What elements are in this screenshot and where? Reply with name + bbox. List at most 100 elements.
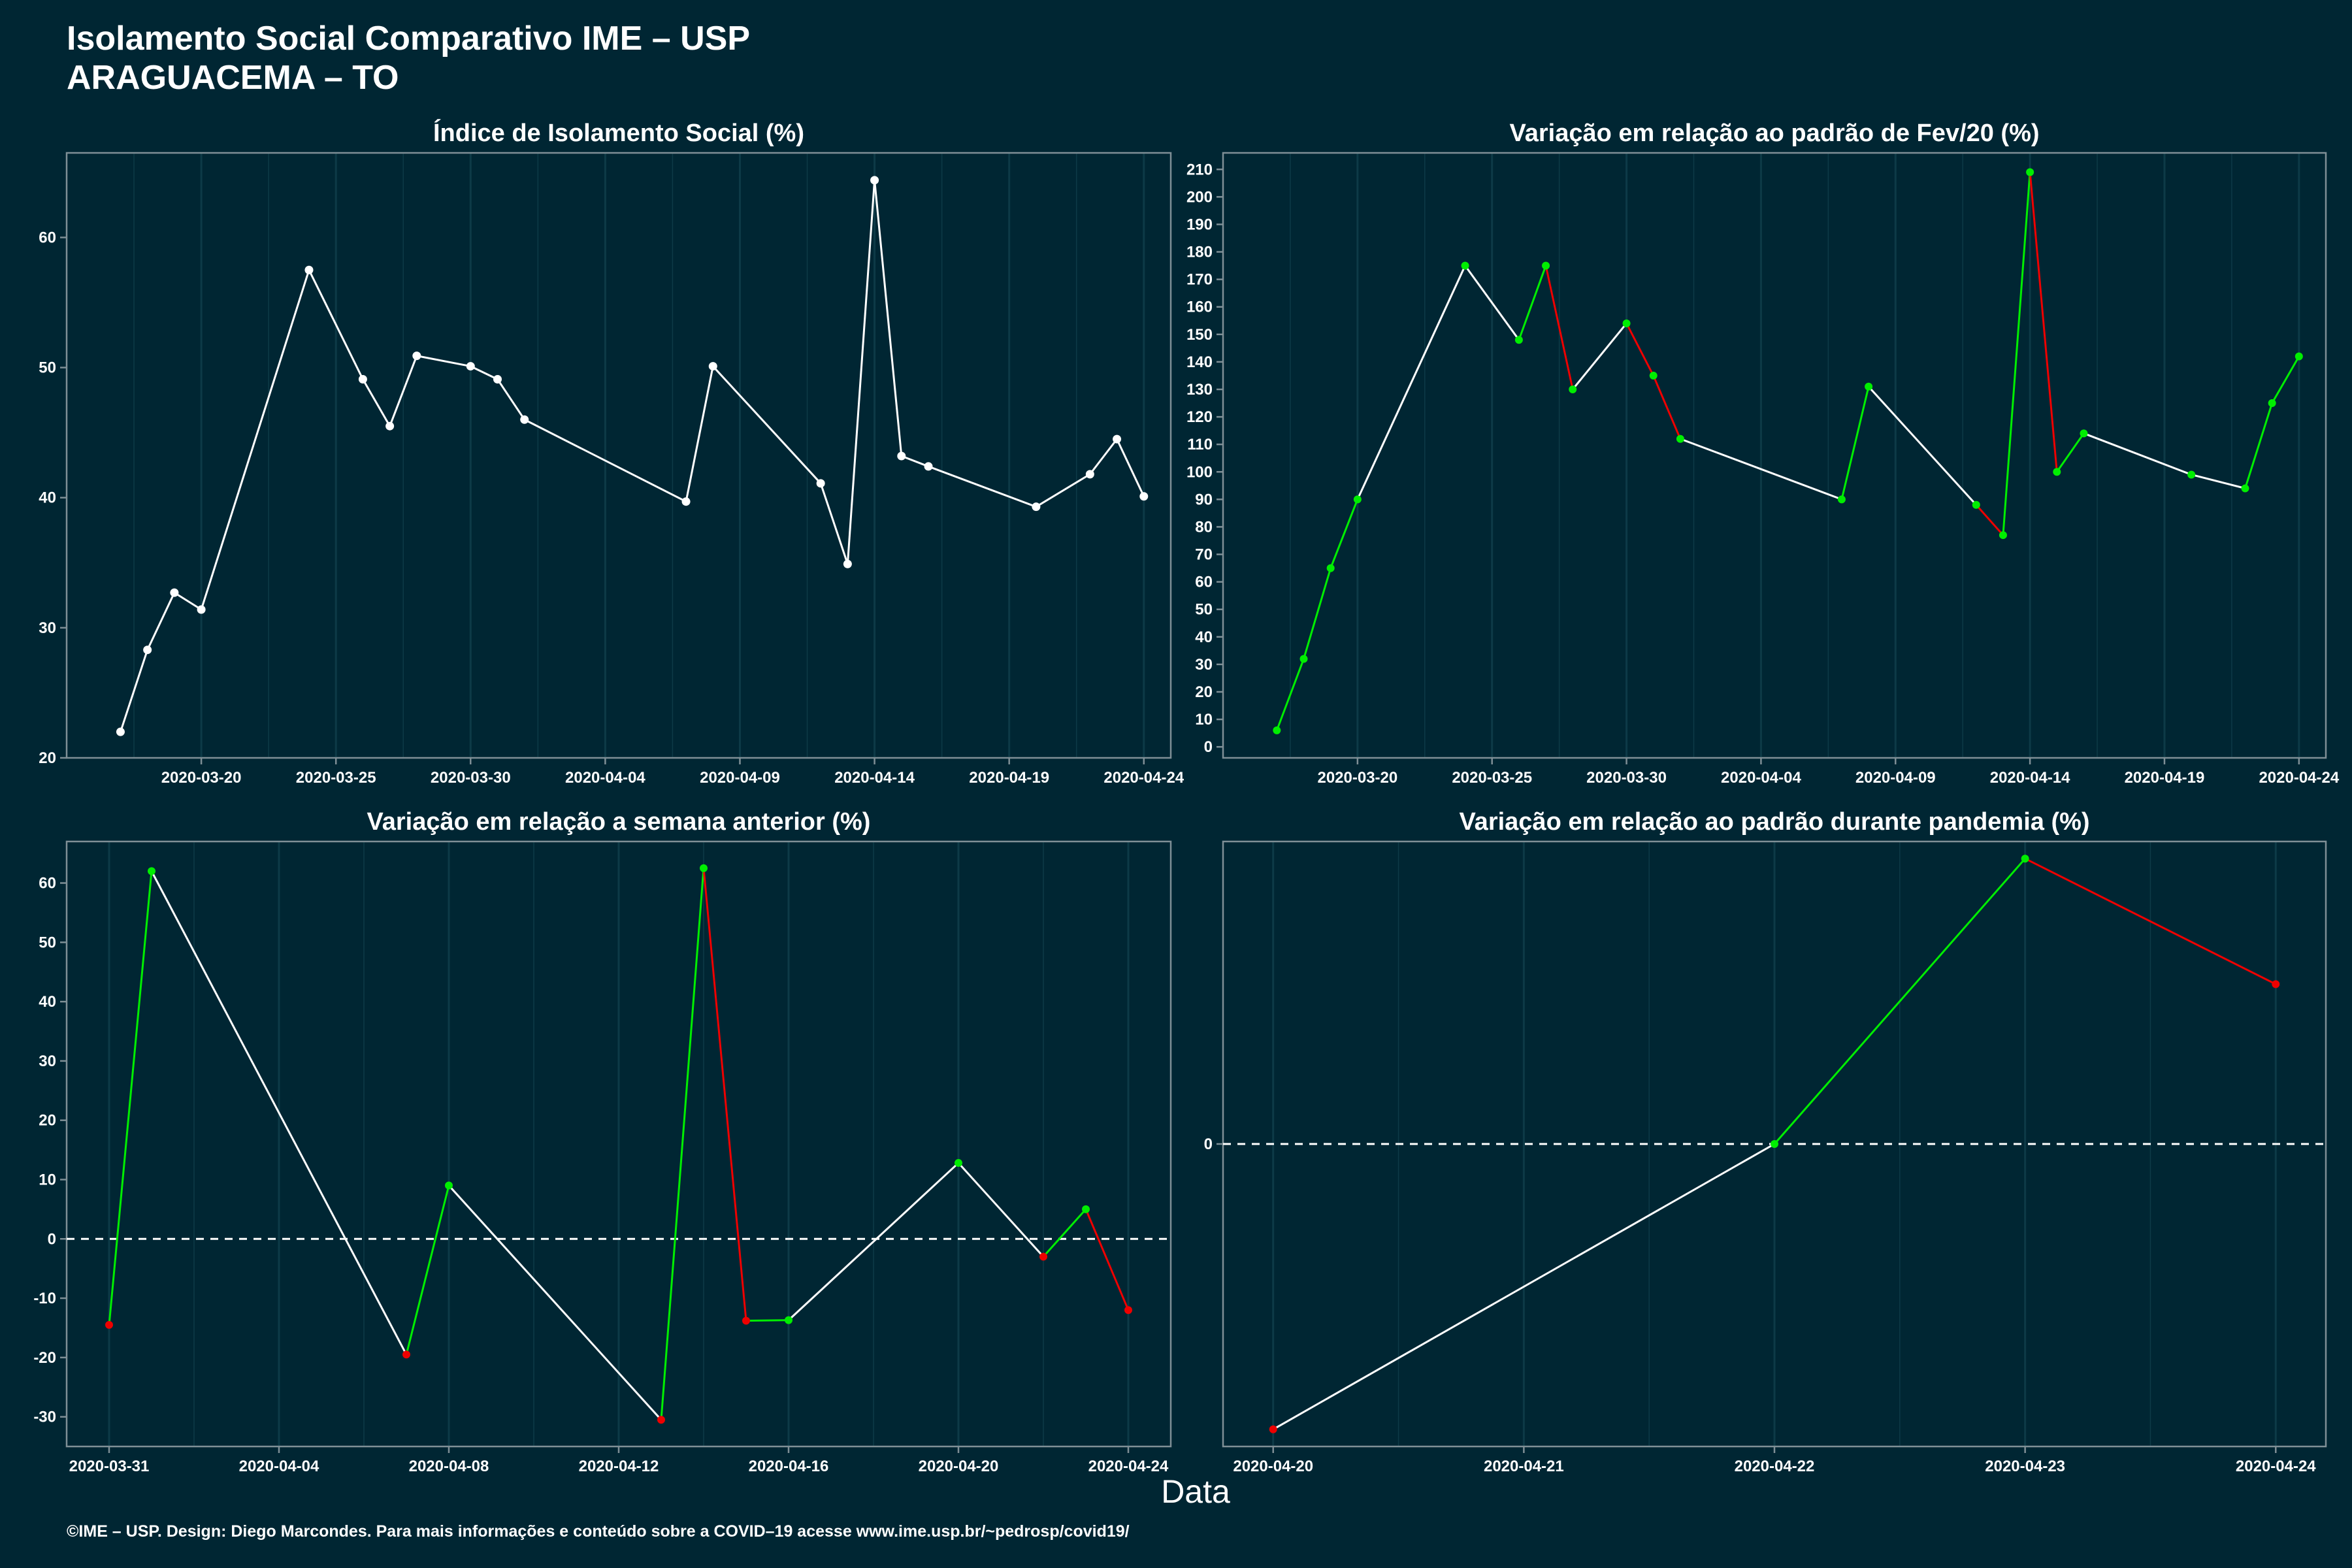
- data-point: [1273, 726, 1281, 734]
- y-tick-label: 0: [1204, 1135, 1213, 1153]
- x-tick-label: 2020-04-12: [579, 1458, 659, 1475]
- x-tick-label: 2020-04-19: [2125, 769, 2205, 787]
- series-segment: [1518, 265, 1547, 340]
- series-segment: [120, 649, 149, 732]
- y-tick-label: 40: [1195, 629, 1213, 646]
- series-segment: [1625, 323, 1655, 376]
- x-tick-label: 2020-04-14: [1990, 769, 2070, 787]
- x-tick-label: 2020-04-24: [2236, 1458, 2316, 1475]
- data-point: [2080, 429, 2088, 438]
- y-tick-label: 90: [1195, 491, 1213, 508]
- series-segment: [470, 365, 498, 380]
- data-point: [1124, 1306, 1132, 1315]
- data-point: [466, 362, 475, 371]
- y-tick-label: 140: [1186, 353, 1213, 371]
- x-tick-label: 2020-04-16: [749, 1458, 829, 1475]
- x-tick-label: 2020-04-09: [700, 769, 780, 787]
- y-tick-label: -10: [33, 1290, 56, 1307]
- y-tick-label: 60: [1195, 574, 1213, 591]
- series-segment: [1867, 385, 1977, 506]
- data-point: [402, 1350, 410, 1359]
- x-tick-label: 2020-04-20: [1233, 1458, 1313, 1475]
- series-segment: [1773, 858, 2026, 1145]
- series-segment: [2191, 474, 2246, 489]
- data-point: [1299, 655, 1308, 663]
- y-tick-label: 50: [39, 934, 56, 951]
- data-point: [1514, 336, 1523, 344]
- y-tick-label: 170: [1186, 271, 1213, 289]
- panel-isolation-index: Índice de Isolamento Social (%) 2020-03-2…: [39, 118, 1184, 787]
- panel-variation-previous-week: Variação em relação a semana anterior (%…: [33, 808, 1172, 1475]
- x-tick-label: 2020-03-31: [69, 1458, 150, 1475]
- series-segment: [389, 355, 418, 427]
- data-point: [708, 362, 717, 371]
- x-tick-label: 2020-04-04: [239, 1458, 319, 1475]
- data-point: [1837, 495, 1846, 504]
- data-point: [742, 1316, 750, 1325]
- x-tick-label: 2020-04-21: [1484, 1458, 1564, 1475]
- data-point: [1649, 371, 1658, 380]
- data-point: [2053, 468, 2061, 476]
- series-segment: [1085, 1209, 1130, 1311]
- y-tick-label: 10: [1195, 711, 1213, 728]
- y-tick-label: 210: [1186, 161, 1213, 178]
- data-point: [1676, 434, 1684, 443]
- y-tick-label: 50: [39, 359, 56, 377]
- y-tick-label: 20: [39, 1112, 56, 1130]
- series-segment: [787, 1162, 960, 1321]
- series-segment: [819, 483, 849, 564]
- series-segment: [174, 591, 202, 611]
- series-segment: [957, 1162, 1045, 1258]
- data-point: [2187, 470, 2196, 479]
- data-point: [785, 1316, 792, 1324]
- data-point: [1353, 495, 1362, 504]
- data-point: [1085, 470, 1094, 479]
- data-point: [2026, 168, 2034, 176]
- data-point: [897, 451, 906, 461]
- data-point: [924, 462, 933, 471]
- x-tick-label: 2020-04-09: [1855, 769, 1936, 787]
- y-tick-label: 110: [1187, 436, 1213, 453]
- series-segment: [2083, 432, 2192, 476]
- series-segment: [448, 1184, 662, 1421]
- series-segment: [2056, 433, 2085, 473]
- y-tick-label: 60: [39, 229, 56, 246]
- y-tick-label: 20: [1195, 683, 1213, 701]
- series-segment: [2024, 857, 2276, 985]
- y-tick-label: 60: [39, 875, 56, 892]
- y-tick-label: 150: [1186, 326, 1213, 344]
- y-tick-label: 100: [1186, 463, 1213, 481]
- data-point: [197, 605, 206, 614]
- x-tick-label: 2020-04-20: [919, 1458, 999, 1475]
- y-tick-label: 70: [1195, 546, 1213, 564]
- series-segment: [1975, 504, 2004, 536]
- x-tick-label: 2020-03-20: [1317, 769, 1397, 787]
- data-point: [1113, 434, 1122, 444]
- data-point: [2272, 980, 2280, 988]
- data-point: [1972, 500, 1980, 509]
- x-tick-label: 2020-04-19: [969, 769, 1049, 787]
- panel-border: [1222, 152, 2327, 759]
- panel-title: Variação em relação ao padrão durante pa…: [1459, 808, 2089, 836]
- panel-border: [65, 152, 1172, 759]
- y-tick-label: 200: [1186, 188, 1213, 206]
- y-tick-label: 40: [39, 489, 56, 507]
- series-segment: [150, 870, 408, 1355]
- data-point: [816, 479, 825, 488]
- data-point: [1622, 319, 1631, 327]
- x-tick-label: 2020-04-04: [565, 769, 645, 787]
- data-point: [2295, 352, 2303, 361]
- main-title-line1: Isolamento Social Comparativo IME – USP: [67, 20, 750, 57]
- data-point: [1326, 564, 1335, 572]
- x-tick-label: 2020-04-04: [1721, 769, 1801, 787]
- x-tick-label: 2020-04-22: [1735, 1458, 1815, 1475]
- panel-title: Variação em relação a semana anterior (%…: [367, 808, 871, 836]
- y-tick-label: 50: [1195, 601, 1213, 619]
- data-point: [700, 864, 708, 872]
- x-tick-label: 2020-03-20: [161, 769, 242, 787]
- data-point: [1771, 1140, 1778, 1148]
- data-point: [1461, 261, 1469, 270]
- series-segment: [1680, 438, 1842, 500]
- x-tick-label: 2020-04-08: [409, 1458, 489, 1475]
